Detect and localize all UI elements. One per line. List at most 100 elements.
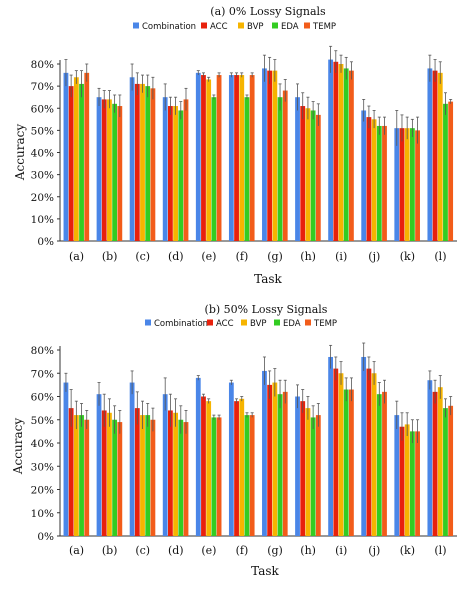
legend-a-swatch-eda: [272, 22, 278, 29]
bar-acc-3: [134, 83, 140, 241]
bar-combination-10: [361, 356, 367, 536]
bar-eda-4: [178, 419, 184, 536]
x-tick-label: (a): [69, 250, 84, 263]
bar-acc-4: [167, 106, 173, 241]
bar-temp-4: [183, 422, 189, 536]
x-tick-label: (c): [135, 544, 150, 557]
bar-temp-11: [415, 130, 420, 241]
bar-eda-12: [443, 103, 448, 241]
bar-eda-6: [244, 97, 250, 241]
y-tick-label: 0%: [37, 531, 54, 543]
bar-eda-12: [443, 408, 448, 536]
bar-acc-5: [201, 75, 206, 241]
bar-bvp-7: [272, 382, 278, 536]
bar-combination-7: [262, 68, 267, 241]
chart-a-title: (a) 0% Lossy Signals: [210, 5, 326, 18]
bar-temp-7: [282, 90, 288, 241]
bar-acc-7: [267, 384, 273, 536]
bar-combination-12: [427, 380, 433, 536]
y-tick-label: 60%: [31, 103, 54, 115]
bar-temp-7: [282, 391, 288, 536]
x-tick-label: (g): [267, 544, 283, 557]
bar-temp-8: [315, 415, 321, 536]
bar-bvp-12: [437, 387, 443, 536]
legend-a-label-acc: ACC: [210, 22, 228, 32]
bar-bvp-10: [371, 373, 377, 536]
chart-b: (b) 50% Lossy Signals Combination ACC BV…: [11, 303, 457, 578]
y-tick-label: 10%: [31, 214, 54, 226]
bar-bvp-4: [173, 412, 178, 536]
bar-bvp-4: [173, 106, 178, 241]
bar-combination-3: [129, 382, 135, 536]
x-tick-label: (f): [236, 250, 249, 263]
bar-temp-11: [415, 431, 420, 536]
bar-eda-3: [145, 415, 151, 536]
bar-eda-1: [79, 83, 84, 241]
bar-temp-1: [84, 419, 90, 536]
bar-temp-12: [448, 101, 454, 241]
bar-bvp-8: [305, 408, 311, 536]
x-tick-label: (g): [267, 250, 283, 263]
x-tick-label: (l): [434, 544, 446, 557]
bar-bvp-6: [239, 75, 245, 241]
bar-combination-9: [328, 356, 334, 536]
y-tick-label: 30%: [31, 170, 54, 182]
bar-bvp-2: [107, 412, 112, 536]
bar-acc-10: [366, 117, 372, 241]
legend-b-label-temp: TEMP: [313, 319, 337, 329]
bar-bvp-9: [338, 64, 344, 241]
chart-a-y-axis-label: Accuracy: [13, 124, 27, 181]
legend-b-label-combination: Combination: [154, 319, 208, 329]
x-tick-label: (i): [335, 544, 347, 557]
legend-a-swatch-temp: [304, 22, 310, 29]
x-tick-label: (h): [300, 250, 316, 263]
chart-b-x-axis-label: Task: [251, 564, 279, 578]
legend-a-label-eda: EDA: [281, 22, 299, 32]
bar-bvp-10: [371, 119, 377, 241]
bar-combination-2: [96, 97, 102, 241]
bar-bvp-5: [206, 401, 212, 536]
bar-acc-9: [333, 368, 339, 536]
x-tick-label: (k): [400, 544, 415, 557]
bar-temp-10: [382, 125, 387, 241]
x-tick-label: (j): [368, 250, 380, 263]
legend-a-label-temp: TEMP: [312, 22, 336, 32]
y-tick-label: 40%: [31, 148, 54, 160]
bar-combination-11: [394, 415, 400, 536]
bar-eda-8: [310, 417, 316, 536]
bar-eda-7: [277, 394, 283, 536]
bar-acc-4: [167, 410, 173, 536]
legend-a-label-combination: Combination: [142, 22, 196, 32]
legend-a-swatch-bvp: [238, 22, 244, 29]
bar-acc-5: [201, 396, 206, 536]
bar-acc-12: [432, 391, 438, 536]
bar-combination-7: [262, 370, 267, 536]
chart-a-legend: Combination ACC BVP EDA TEMP: [133, 22, 336, 32]
bar-acc-9: [333, 61, 339, 241]
bar-acc-8: [300, 106, 306, 241]
chart-b-plot: 0% 10% 20% 30% 40% 50% 60% 70% 80% (a) (b) (c) (d) (e…: [31, 342, 457, 557]
bar-temp-3: [150, 419, 156, 536]
bar-eda-5: [211, 417, 217, 536]
bar-temp-5: [216, 417, 222, 536]
bar-acc-3: [134, 408, 140, 536]
x-tick-label: (e): [201, 250, 216, 263]
bar-bvp-12: [437, 72, 443, 241]
bar-temp-6: [249, 75, 255, 241]
bar-combination-1: [63, 382, 69, 536]
bar-acc-6: [234, 75, 239, 241]
bar-combination-1: [63, 72, 69, 241]
bar-eda-1: [79, 415, 84, 536]
legend-b-swatch-combination: [145, 319, 151, 326]
bar-eda-9: [343, 68, 349, 241]
bar-temp-12: [448, 405, 454, 536]
bar-combination-4: [162, 394, 168, 536]
y-tick-label: 40%: [31, 438, 54, 450]
bar-temp-6: [249, 415, 255, 536]
x-tick-label: (k): [400, 250, 415, 263]
legend-b-swatch-eda: [274, 319, 280, 326]
bar-temp-2: [117, 106, 123, 241]
x-tick-label: (l): [434, 250, 446, 263]
bar-combination-8: [295, 396, 300, 536]
bar-bvp-8: [305, 108, 311, 241]
